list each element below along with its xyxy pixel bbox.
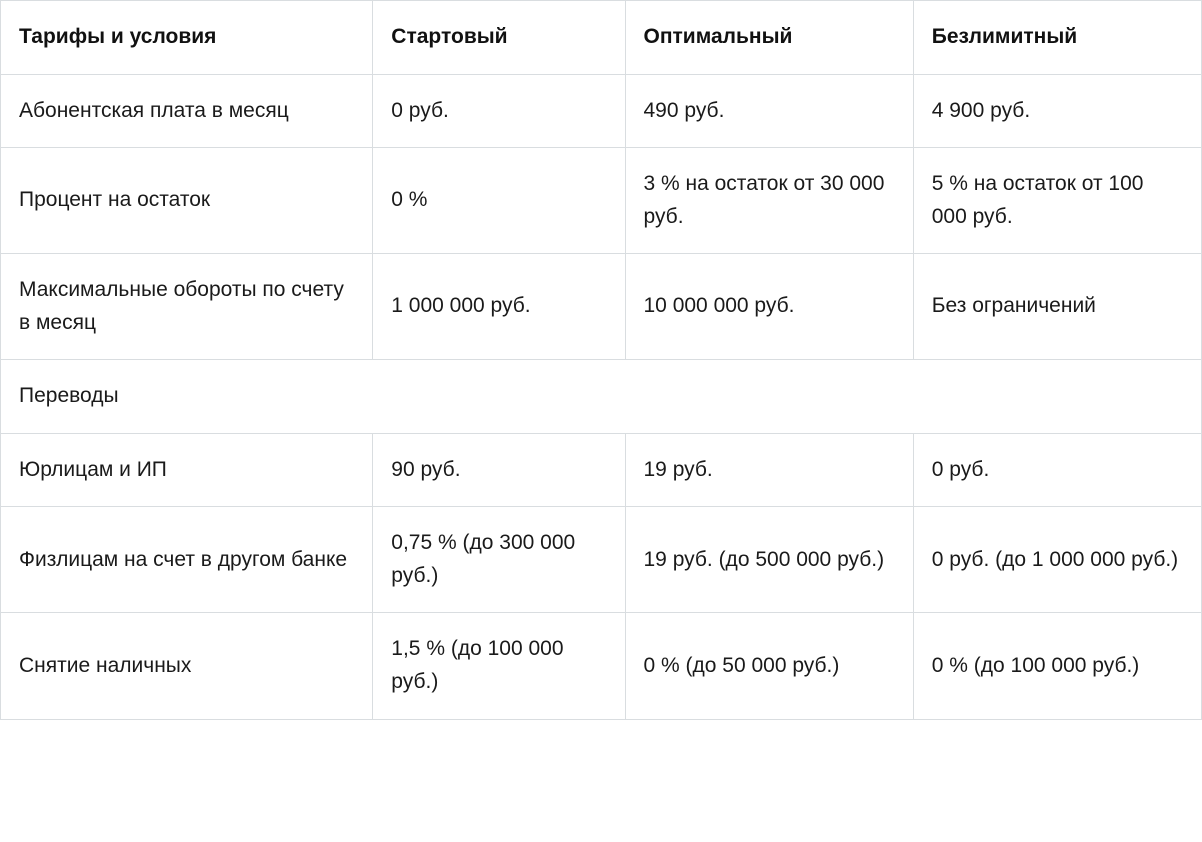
tariff-table: Тарифы и условия Стартовый Оптимальный Б… — [0, 0, 1202, 720]
cell-value: 10 000 000 руб. — [625, 254, 913, 360]
row-label: Физлицам на счет в другом банке — [1, 507, 373, 613]
row-label: Снятие наличных — [1, 613, 373, 719]
col-header-starter: Стартовый — [373, 1, 625, 75]
table-row: Снятие наличных1,5 % (до 100 000 руб.)0 … — [1, 613, 1202, 719]
cell-value: 1,5 % (до 100 000 руб.) — [373, 613, 625, 719]
table-row: Переводы — [1, 360, 1202, 434]
row-label: Процент на остаток — [1, 148, 373, 254]
cell-value: 0 руб. (до 1 000 000 руб.) — [913, 507, 1201, 613]
table-row: Процент на остаток0 %3 % на остаток от 3… — [1, 148, 1202, 254]
table-row: Физлицам на счет в другом банке0,75 % (д… — [1, 507, 1202, 613]
col-header-conditions: Тарифы и условия — [1, 1, 373, 75]
cell-value: 0 % (до 100 000 руб.) — [913, 613, 1201, 719]
col-header-optimal: Оптимальный — [625, 1, 913, 75]
cell-value: 19 руб. — [625, 433, 913, 507]
table-body: Абонентская плата в месяц0 руб.490 руб.4… — [1, 74, 1202, 719]
cell-value: 0 % (до 50 000 руб.) — [625, 613, 913, 719]
cell-value: 19 руб. (до 500 000 руб.) — [625, 507, 913, 613]
table-row: Абонентская плата в месяц0 руб.490 руб.4… — [1, 74, 1202, 148]
row-label: Юрлицам и ИП — [1, 433, 373, 507]
cell-value: 1 000 000 руб. — [373, 254, 625, 360]
table-header-row: Тарифы и условия Стартовый Оптимальный Б… — [1, 1, 1202, 75]
cell-value: 490 руб. — [625, 74, 913, 148]
cell-value: 0 руб. — [913, 433, 1201, 507]
cell-value: 0,75 % (до 300 000 руб.) — [373, 507, 625, 613]
table-row: Юрлицам и ИП90 руб.19 руб.0 руб. — [1, 433, 1202, 507]
col-header-unlimited: Безлимитный — [913, 1, 1201, 75]
cell-value: 90 руб. — [373, 433, 625, 507]
section-label: Переводы — [1, 360, 1202, 434]
cell-value: 4 900 руб. — [913, 74, 1201, 148]
row-label: Абонентская плата в месяц — [1, 74, 373, 148]
cell-value: 5 % на остаток от 100 000 руб. — [913, 148, 1201, 254]
cell-value: 0 % — [373, 148, 625, 254]
table-row: Максимальные обороты по счету в месяц1 0… — [1, 254, 1202, 360]
cell-value: Без ограничений — [913, 254, 1201, 360]
cell-value: 0 руб. — [373, 74, 625, 148]
row-label: Максимальные обороты по счету в месяц — [1, 254, 373, 360]
cell-value: 3 % на остаток от 30 000 руб. — [625, 148, 913, 254]
